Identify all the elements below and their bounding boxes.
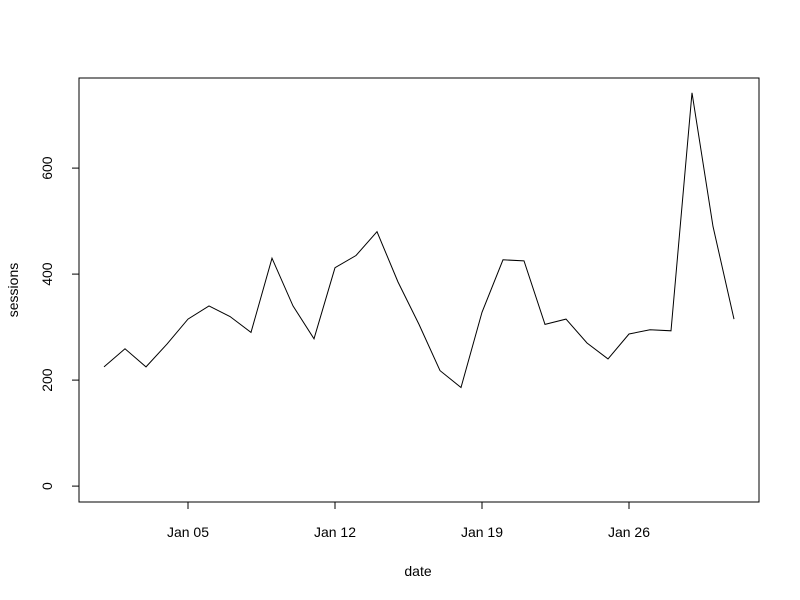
y-tick-label: 200 <box>39 368 55 392</box>
series-line <box>103 92 735 389</box>
y-tick-label: 0 <box>39 482 55 490</box>
y-tick-label: 400 <box>39 262 55 286</box>
x-tick-label: Jan 19 <box>461 524 503 540</box>
y-tick-label: 600 <box>39 156 55 180</box>
x-axis: Jan 05 Jan 12 Jan 19 Jan 26 <box>167 501 650 540</box>
y-axis: 0 200 400 600 <box>39 156 80 490</box>
x-tick-label: Jan 12 <box>314 524 356 540</box>
x-tick-label: Jan 26 <box>608 524 650 540</box>
plot-frame <box>78 77 760 503</box>
x-tick-label: Jan 05 <box>167 524 209 540</box>
y-axis-title: sessions <box>5 263 21 317</box>
x-axis-title: date <box>404 563 431 579</box>
